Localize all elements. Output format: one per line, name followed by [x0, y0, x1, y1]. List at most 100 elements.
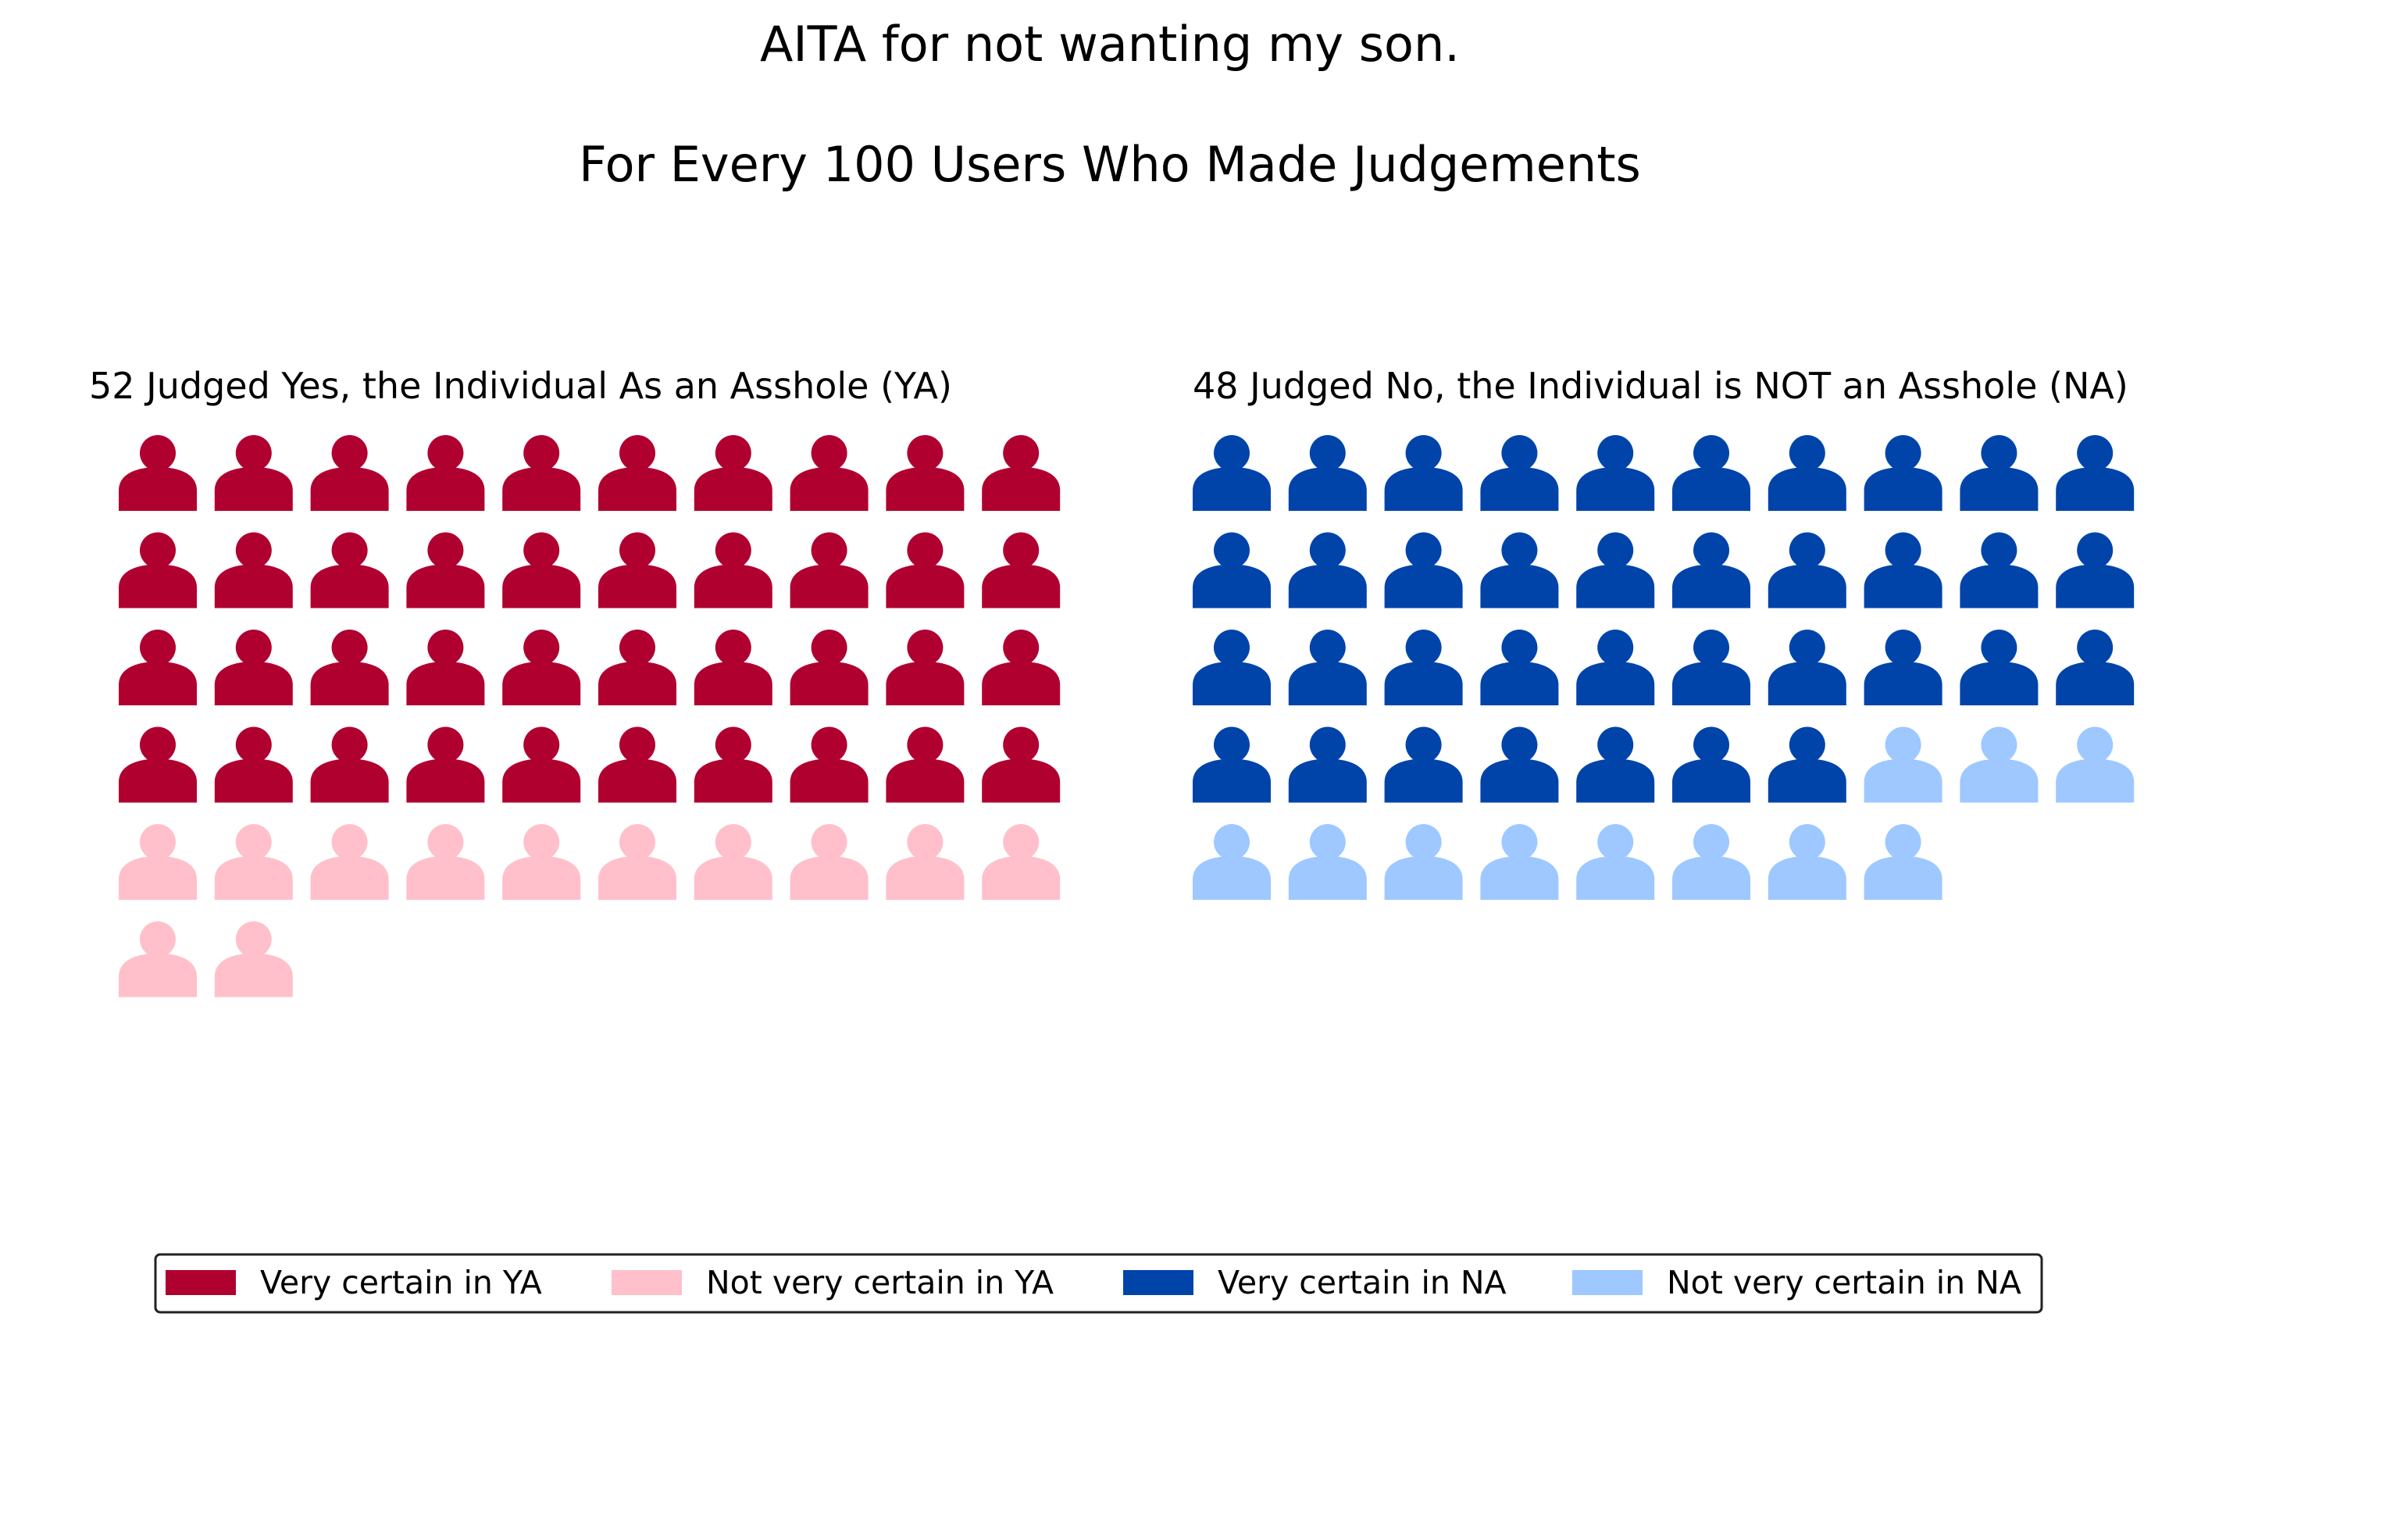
person-icon-ya-very [502, 435, 581, 511]
person-icon-ya-very [886, 435, 965, 511]
person-icon-body [1193, 758, 1271, 803]
legend-swatch [612, 1270, 682, 1295]
person-icon-head [1214, 435, 1250, 471]
person-icon-head [331, 435, 368, 471]
person-icon-body [1288, 564, 1367, 608]
person-icon-body [1960, 662, 2039, 705]
person-icon-na-not-very [1768, 824, 1846, 900]
person-icon-na-very [1960, 532, 2039, 608]
person-icon-head [1309, 824, 1346, 860]
person-icon-body [1768, 856, 1846, 900]
person-icon-body [1480, 564, 1559, 608]
person-icon-body [214, 856, 293, 900]
person-icon-head [331, 726, 368, 763]
person-icon-head [1405, 532, 1442, 569]
person-icon-body [598, 564, 676, 608]
person-icon-body [886, 564, 965, 608]
person-icon-body [119, 467, 197, 511]
person-icon-head [523, 435, 560, 471]
person-icon-na-very [1768, 532, 1846, 608]
person-icon-ya-very [790, 435, 869, 511]
person-icon-head [140, 726, 176, 763]
legend-frame [154, 1253, 2043, 1314]
person-icon-ya-very [886, 726, 965, 803]
legend-label: Very certain in NA [1218, 1264, 1507, 1301]
person-icon-ya-very [790, 630, 869, 705]
person-icon-body [2056, 467, 2135, 511]
person-icon-head [1597, 532, 1634, 569]
person-icon-head [2077, 532, 2114, 569]
person-icon-head [1214, 532, 1250, 569]
person-icon-ya-very [310, 435, 389, 511]
person-icon-na-very [1576, 532, 1655, 608]
person-icon-ya-very [790, 726, 869, 803]
panel-title-na: 48 Judged No, the Individual is NOT an A… [1193, 365, 2128, 407]
person-icon-ya-very [310, 726, 389, 803]
person-icon-head [235, 824, 272, 860]
person-icon-ya-very [982, 532, 1061, 608]
person-icon-head [523, 726, 560, 763]
person-icon-head [427, 824, 464, 860]
person-icon-na-very [1384, 726, 1463, 803]
person-icon-head [1309, 726, 1346, 763]
person-icon-na-not-very [1384, 824, 1463, 900]
person-icon-na-very [1960, 435, 2039, 511]
person-icon-ya-not-very [502, 824, 581, 900]
legend-entry: Very certain in YA [166, 1264, 542, 1301]
person-icon-head [1405, 435, 1442, 471]
person-icon-ya-not-very [406, 824, 485, 900]
person-icon-head [715, 435, 751, 471]
person-icon-body [502, 856, 581, 900]
person-icon-body [1672, 662, 1750, 705]
person-icon-body [214, 758, 293, 803]
person-icon-body [406, 467, 485, 511]
person-icon-na-not-very [1960, 726, 2039, 803]
person-icon-na-not-very [1288, 824, 1367, 900]
person-icon-body [1768, 758, 1846, 803]
person-icon-body [1193, 856, 1271, 900]
person-icon-body [1384, 758, 1463, 803]
person-icon-body [1480, 467, 1559, 511]
chart-subtitle: For Every 100 Users Who Made Judgements [579, 136, 1641, 193]
person-icon-ya-very [502, 532, 581, 608]
person-icon-body [886, 758, 965, 803]
person-icon-head [427, 435, 464, 471]
person-icon-head [1885, 435, 1921, 471]
person-icon-body [694, 662, 772, 705]
person-icon-head [1693, 824, 1729, 860]
person-icon-body [1672, 467, 1750, 511]
person-icon-head [1003, 532, 1040, 569]
person-icon-head [1003, 630, 1040, 666]
person-icon-body [1480, 758, 1559, 803]
person-icon-head [619, 630, 655, 666]
person-icon-body [1384, 564, 1463, 608]
person-icon-body [598, 467, 676, 511]
person-icon-na-very [2056, 435, 2135, 511]
person-icon-body [502, 758, 581, 803]
person-icon-body [1864, 564, 1942, 608]
person-icon-na-very [1672, 726, 1750, 803]
person-icon-ya-very [214, 435, 293, 511]
person-icon-body [598, 758, 676, 803]
person-icon-ya-not-very [886, 824, 965, 900]
person-icon-na-very [1576, 435, 1655, 511]
legend-entry: Not very certain in YA [612, 1264, 1054, 1301]
person-icon-body [119, 564, 197, 608]
legend-label: Not very certain in NA [1667, 1264, 2021, 1301]
person-icon-ya-not-very [119, 824, 197, 900]
person-icon-na-not-very [1193, 824, 1271, 900]
legend-entry: Very certain in NA [1123, 1264, 1507, 1301]
person-icon-body [1193, 564, 1271, 608]
person-icon-body [1960, 564, 2039, 608]
person-icon-ya-not-very [214, 921, 293, 997]
person-icon-body [1288, 467, 1367, 511]
person-icon-ya-very [598, 532, 676, 608]
person-icon-ya-very [694, 630, 772, 705]
panel-na-icons [1193, 435, 2135, 900]
person-icon-na-very [2056, 630, 2135, 705]
person-icon-head [1214, 824, 1250, 860]
person-icon-na-very [1768, 630, 1846, 705]
person-icon-body [1193, 467, 1271, 511]
person-icon-body [1480, 662, 1559, 705]
person-icon-body [2056, 662, 2135, 705]
